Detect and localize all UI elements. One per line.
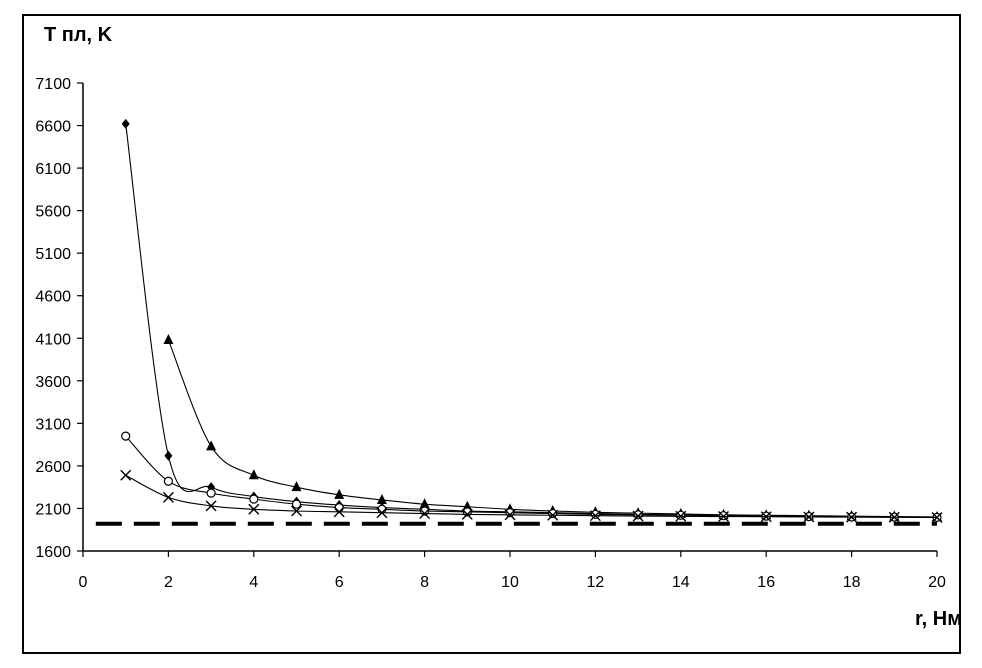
series-4-point [162, 491, 174, 503]
series-1-point [121, 118, 130, 129]
y-tick-label: 3600 [35, 374, 71, 391]
series-4-point [718, 511, 729, 523]
series-2-line [167, 339, 938, 518]
series-1-line [125, 123, 938, 518]
y-tick-label: 5600 [35, 204, 71, 221]
series-4-line [125, 474, 938, 519]
series-3-point [633, 510, 643, 520]
series-4-point [461, 508, 473, 520]
series-2-point [291, 481, 302, 492]
x-tick-label: 8 [420, 574, 429, 591]
x-tick-label: 6 [335, 574, 344, 591]
y-tick-label: 7100 [35, 76, 71, 93]
series-3-point [249, 494, 259, 504]
series-3-point [121, 431, 131, 441]
series-2-point [206, 440, 217, 451]
x-tick-label: 0 [79, 574, 88, 591]
x-tick-label: 12 [587, 574, 605, 591]
x-tick-label: 20 [928, 574, 946, 591]
series-4-point [931, 511, 943, 523]
series-3-point [291, 499, 302, 509]
y-axis-title: T пл, K [44, 24, 113, 46]
series-4-point [760, 511, 772, 523]
x-tick-label: 2 [164, 574, 173, 591]
series-3-point [206, 488, 216, 498]
series-1-point [164, 450, 173, 461]
x-tick-label: 10 [501, 574, 519, 591]
series-2-point [248, 469, 259, 480]
y-tick-label: 2600 [35, 459, 71, 476]
series-3-point [163, 476, 173, 486]
series-4-point [846, 511, 858, 523]
y-tick-label: 4100 [35, 331, 71, 348]
y-tick-label: 3100 [35, 416, 71, 433]
series-2-point [163, 333, 174, 344]
series-4-point [291, 505, 302, 517]
x-axis-title: r, Нм [915, 608, 963, 630]
series-3-point [590, 509, 601, 520]
series-2-point [376, 493, 387, 504]
series-4-point [632, 510, 644, 522]
y-tick-label: 2100 [35, 501, 71, 518]
series-2-point [334, 488, 345, 499]
series-4-point [547, 509, 559, 521]
series-2-point [419, 498, 430, 509]
series-4-point [504, 509, 516, 521]
x-tick-label: 18 [843, 574, 861, 591]
series-4-point [205, 500, 217, 512]
x-tick-label: 14 [672, 574, 690, 591]
y-tick-label: 1600 [35, 544, 71, 561]
series-3-point [334, 503, 344, 513]
series-4-point [376, 507, 388, 519]
series-4-point [419, 508, 431, 520]
series-4-point [803, 511, 815, 523]
y-tick-label: 6100 [35, 161, 71, 178]
y-tick-label: 6600 [35, 119, 71, 136]
series-4-point [120, 469, 132, 481]
series-3-line [125, 435, 938, 518]
series-4-point [888, 511, 900, 523]
y-tick-label: 4600 [35, 289, 71, 306]
y-tick-label: 5100 [35, 246, 71, 263]
x-tick-label: 16 [757, 574, 775, 591]
series-3-point [676, 510, 686, 520]
x-tick-label: 4 [249, 574, 258, 591]
series-4-point [589, 510, 601, 522]
series-3-point [548, 508, 558, 519]
chart-frame [22, 14, 961, 654]
series-4-point [248, 503, 260, 515]
series-4-point [333, 506, 345, 518]
series-4-point [675, 510, 687, 522]
